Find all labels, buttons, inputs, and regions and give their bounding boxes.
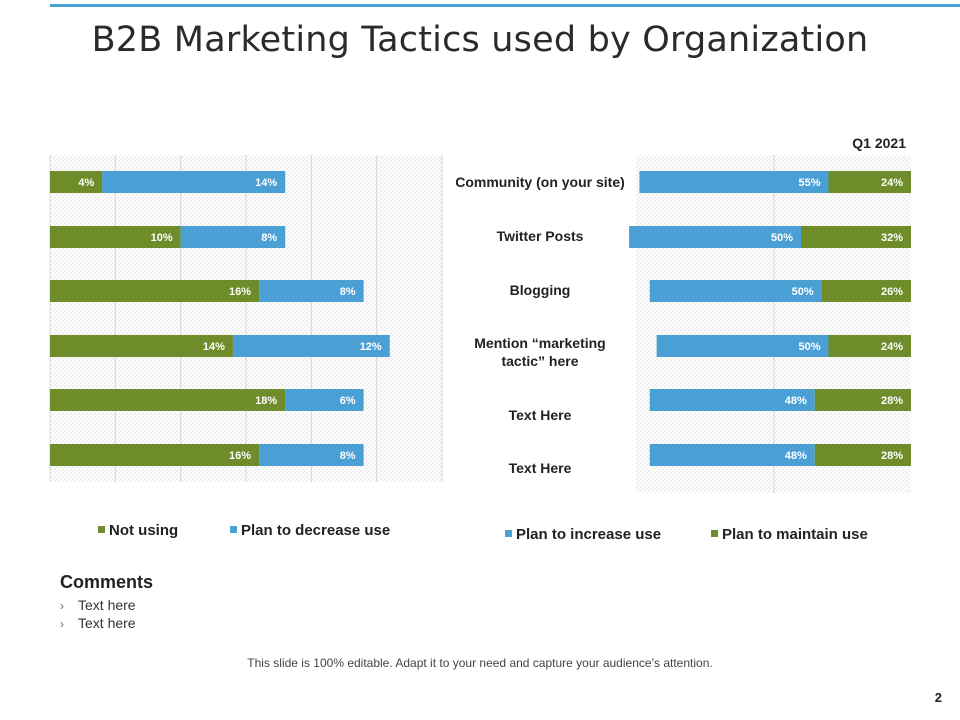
bar-data-label: 24%: [881, 341, 903, 353]
bar-data-label: 50%: [798, 341, 820, 353]
bar-data-label: 50%: [792, 286, 814, 298]
bar-not-using: [50, 171, 103, 193]
bar-plan-to-decrease: [232, 335, 390, 357]
category-label: tactic” here: [501, 353, 578, 369]
bar-plan-to-decrease: [102, 171, 286, 193]
bar-data-label: 14%: [203, 341, 225, 353]
bar-data-label: 8%: [261, 232, 277, 244]
legend-swatch: [98, 526, 105, 533]
bar-data-label: 16%: [229, 450, 251, 462]
category-label: Mention “marketing: [474, 335, 605, 351]
bar-data-label: 12%: [360, 341, 382, 353]
bar-data-label: 28%: [881, 450, 903, 462]
legend-swatch: [505, 530, 512, 537]
chart-title: Q1 2021: [852, 135, 906, 151]
bar-data-label: 26%: [881, 286, 903, 298]
bar-not-using: [50, 389, 286, 411]
bar-data-label: 8%: [340, 286, 356, 298]
bar-plan-to-increase: [649, 444, 815, 466]
bar-data-label: 16%: [229, 286, 251, 298]
page-number: 2: [934, 690, 942, 705]
comment-text: Text here: [78, 615, 136, 631]
legend-swatch: [230, 526, 237, 533]
bar-plan-to-increase: [649, 389, 815, 411]
comments-section: Comments › Text here › Text here: [60, 572, 153, 633]
bar-data-label: 32%: [881, 232, 903, 244]
chevron-right-icon: ›: [60, 599, 64, 613]
left-chart: 4% 14% 10% 8% 16% 8% 14% 12% 18% 6% 16% 8% Not using…: [49, 155, 443, 539]
bar-plan-to-maintain: [801, 226, 911, 248]
bar-plan-to-decrease: [180, 226, 286, 248]
comment-item: › Text here: [60, 597, 153, 615]
right-chart: Q1 2021 55% 24% 50% 32% 50% 26% 50% 24% 48% 28% 48%…: [505, 135, 911, 543]
charts-canvas: 4% 14% 10% 8% 16% 8% 14% 12% 18% 6% 16% 8% Not using…: [49, 135, 911, 543]
bar-data-label: 18%: [255, 395, 277, 407]
category-labels: Community (on your site) Twitter Posts Blo…: [455, 174, 625, 476]
bar-plan-to-maintain: [828, 171, 911, 193]
bar-plan-to-increase: [649, 280, 822, 302]
legend-swatch: [711, 530, 718, 537]
bar-data-label: 10%: [151, 232, 173, 244]
bar-data-label: 4%: [78, 177, 94, 189]
bar-plan-to-increase: [656, 335, 829, 357]
bar-data-label: 48%: [785, 395, 807, 407]
category-label: Community (on your site): [455, 174, 625, 190]
legend-label: Plan to decrease use: [241, 522, 390, 539]
bar-data-label: 55%: [798, 177, 820, 189]
bar-plan-to-decrease: [259, 444, 364, 466]
bar-not-using: [50, 226, 181, 248]
bar-not-using: [50, 280, 260, 302]
page-title: B2B Marketing Tactics used by Organizati…: [91, 20, 869, 60]
legend-label: Plan to maintain use: [722, 526, 868, 543]
bar-not-using: [50, 335, 233, 357]
bar-plan-to-increase: [639, 171, 829, 193]
footer-note: This slide is 100% editable. Adapt it to…: [247, 656, 713, 670]
bar-not-using: [50, 444, 260, 466]
comment-text: Text here: [78, 597, 136, 613]
legend-label: Not using: [109, 522, 178, 539]
bar-data-label: 50%: [771, 232, 793, 244]
legend-label: Plan to increase use: [516, 526, 661, 543]
comments-heading: Comments: [60, 572, 154, 592]
comment-item: › Text here: [60, 615, 153, 633]
chevron-right-icon: ›: [60, 617, 64, 631]
bar-plan-to-decrease: [285, 389, 364, 411]
bar-plan-to-maintain: [828, 335, 911, 357]
bar-data-label: 8%: [340, 450, 356, 462]
bar-data-label: 24%: [881, 177, 903, 189]
bar-data-label: 6%: [340, 395, 356, 407]
bar-data-label: 48%: [785, 450, 807, 462]
top-accent-rule: [50, 4, 960, 7]
category-label: Blogging: [510, 282, 571, 298]
category-label: Text Here: [509, 407, 572, 423]
bar-plan-to-maintain: [814, 444, 911, 466]
category-label: Twitter Posts: [497, 228, 584, 244]
bar-plan-to-maintain: [814, 389, 911, 411]
bar-plan-to-maintain: [821, 280, 911, 302]
bar-data-label: 14%: [255, 177, 277, 189]
bar-plan-to-increase: [629, 226, 801, 248]
bar-data-label: 28%: [881, 395, 903, 407]
category-label: Text Here: [509, 460, 572, 476]
bar-plan-to-decrease: [259, 280, 364, 302]
comments-list: › Text here › Text here: [60, 597, 153, 633]
